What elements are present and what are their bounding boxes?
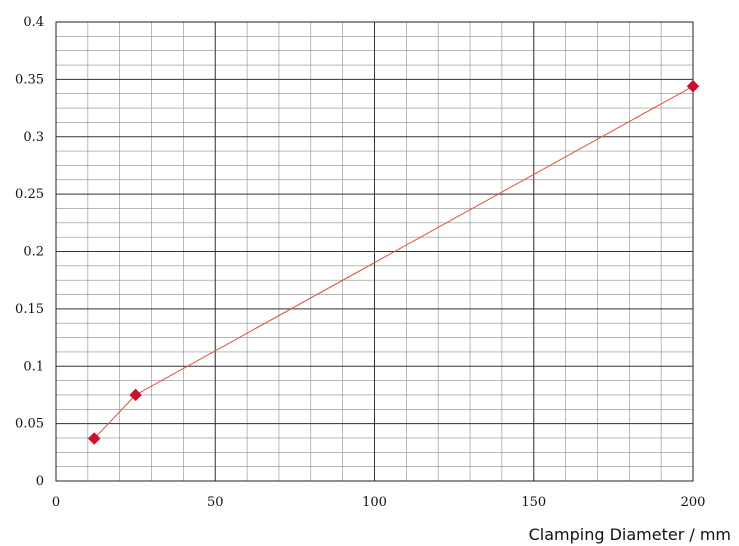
data-point-marker (87, 432, 101, 445)
data-point-marker (129, 388, 142, 402)
y-tick-label: 0.3 (23, 130, 44, 145)
y-tick-label: 0.4 (23, 15, 44, 30)
x-axis-title: Clamping Diameter / mm (529, 525, 731, 544)
y-tick-label: 0.1 (23, 359, 44, 374)
data-point-marker (686, 79, 700, 93)
y-tick-label: 0.25 (15, 187, 44, 202)
y-tick-label: 0.35 (15, 72, 44, 87)
x-tick-label: 150 (521, 495, 546, 510)
x-tick-label: 200 (681, 495, 706, 510)
x-tick-label: 50 (207, 495, 224, 510)
x-tick-labels: 0 50 100 150 200 (52, 495, 706, 510)
y-tick-labels: 0 0.05 0.1 0.15 0.2 0.25 0.3 0.35 0.4 (15, 15, 44, 489)
y-tick-label: 0.2 (23, 245, 44, 260)
y-tick-label: 0.15 (15, 302, 44, 317)
y-tick-label: 0 (36, 474, 44, 489)
series-layer (87, 79, 700, 445)
series-line (93, 85, 694, 439)
x-tick-label: 100 (362, 495, 387, 510)
plot-frame (55, 21, 694, 482)
x-tick-label: 0 (52, 495, 60, 510)
y-tick-label: 0.05 (15, 417, 44, 432)
